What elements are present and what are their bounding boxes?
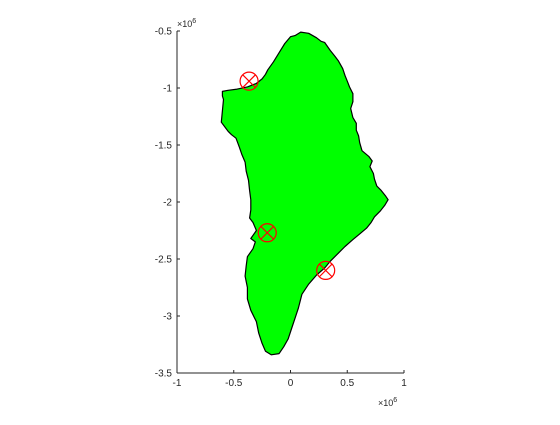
marker-1 [239,71,259,91]
marker-layer [239,71,336,280]
y-tick-label: -2 [163,198,172,209]
y-exponent-power: 6 [192,18,196,25]
y-tick-label: -3 [163,312,172,323]
marker-cross-b [260,225,275,240]
x-tick-label: 0 [288,378,294,389]
x-exponent-base: ×10 [378,398,393,408]
land-outline-layer [220,31,389,356]
y-tick-label: -2.5 [155,255,173,266]
y-tick-label: -0.5 [155,27,173,38]
x-tick-label: -0.5 [225,378,243,389]
x-tick-label: 1 [401,378,407,389]
y-tick-label: -3.5 [155,369,173,380]
marker-circle [239,71,259,91]
y-exponent-base: ×10 [177,19,192,29]
marker-2 [257,223,277,243]
marker-cross-b [242,74,256,89]
marker-circle [316,260,336,280]
marker-circle [257,223,277,243]
x-axis-exponent-label: ×106 [378,397,397,408]
tick-layer: -0.5-1-1.5-2-2.5-3-3.5-1 -0.5 0 0.5 1 [155,27,407,390]
y-tick-label: -1 [163,84,172,95]
x-exponent-power: 6 [393,397,397,404]
marker-cross-b [318,263,333,278]
marker-3 [316,260,336,280]
x-tick-label: 0.5 [340,378,354,389]
y-axis-exponent-label: ×106 [177,18,196,29]
greenland-landmass [220,31,389,356]
y-tick-label: -1.5 [155,141,173,152]
x-tick-label: -1 [173,378,182,389]
